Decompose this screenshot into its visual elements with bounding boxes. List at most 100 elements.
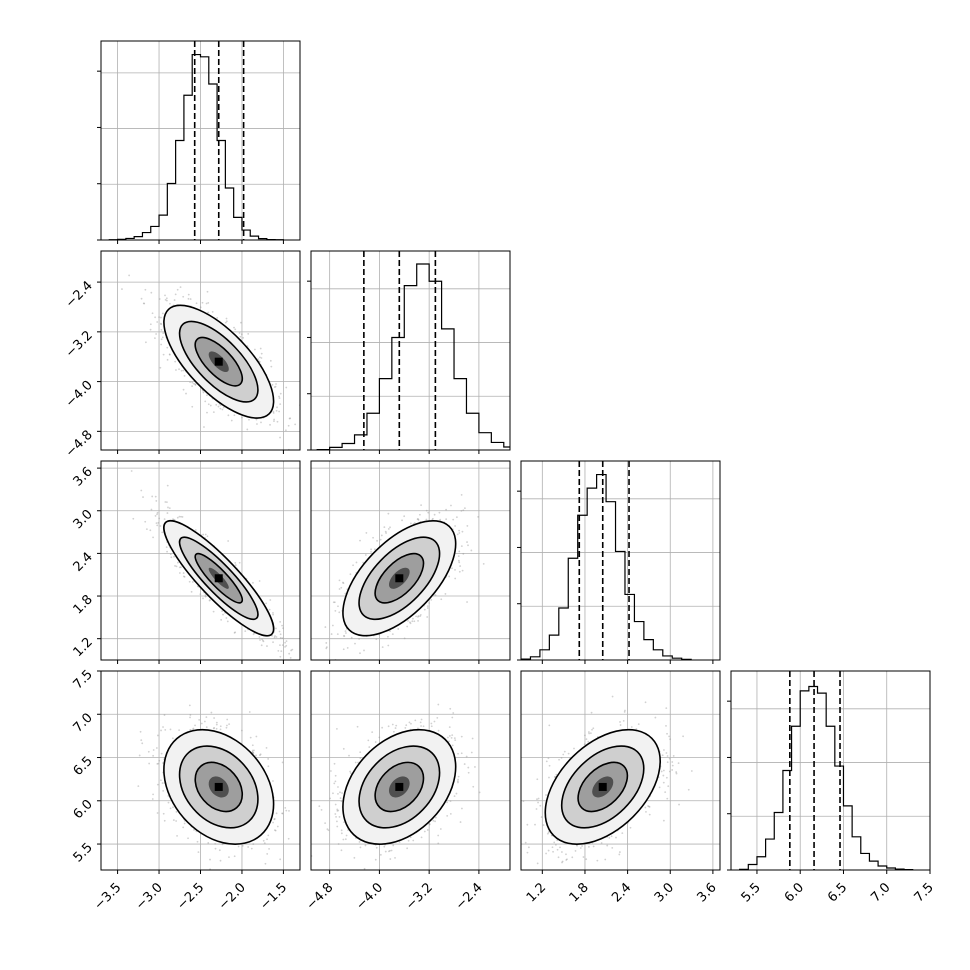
scatter-point bbox=[375, 638, 378, 641]
panel-2-0: 1.21.82.43.03.6 bbox=[71, 460, 301, 674]
scatter-point bbox=[211, 310, 214, 313]
scatter-point bbox=[175, 565, 178, 568]
scatter-point bbox=[164, 294, 166, 297]
scatter-point bbox=[258, 580, 261, 582]
scatter-point bbox=[273, 420, 275, 423]
scatter-point bbox=[276, 451, 278, 453]
scatter-point bbox=[180, 566, 182, 569]
scatter-point bbox=[202, 391, 205, 394]
scatter-point bbox=[242, 336, 245, 339]
scatter-point bbox=[174, 565, 176, 567]
scatter-point bbox=[241, 845, 244, 847]
scatter-point bbox=[209, 404, 212, 407]
scatter-point bbox=[350, 636, 353, 639]
scatter-point bbox=[215, 727, 218, 730]
scatter-point bbox=[222, 613, 224, 616]
scatter-point bbox=[379, 538, 382, 541]
scatter-point bbox=[256, 423, 258, 425]
scatter-point bbox=[201, 301, 204, 304]
scatter-point bbox=[266, 645, 268, 647]
scatter-point bbox=[169, 807, 172, 810]
y-tick-label: −4.0 bbox=[63, 378, 96, 411]
scatter-point bbox=[166, 512, 169, 514]
scatter-point bbox=[168, 353, 171, 356]
y-tick-label: 1.2 bbox=[71, 635, 96, 660]
scatter-point bbox=[220, 618, 223, 621]
scatter-point bbox=[265, 602, 268, 605]
scatter-point bbox=[176, 288, 179, 291]
scatter-point bbox=[279, 436, 281, 439]
scatter-point bbox=[451, 567, 453, 570]
scatter-point bbox=[207, 311, 210, 314]
scatter-point bbox=[228, 856, 230, 859]
scatter-point bbox=[252, 752, 255, 755]
scatter-point bbox=[280, 650, 283, 653]
scatter-point bbox=[233, 631, 236, 634]
scatter-point bbox=[240, 321, 242, 324]
scatter-group bbox=[137, 704, 290, 870]
scatter-point bbox=[413, 522, 416, 524]
y-tick-label: 3.0 bbox=[71, 507, 96, 532]
scatter-point bbox=[454, 525, 457, 527]
scatter-point bbox=[178, 572, 181, 574]
scatter-point bbox=[174, 293, 177, 296]
scatter-point bbox=[284, 641, 287, 644]
scatter-point bbox=[291, 672, 293, 674]
panel-3-0: 5.56.06.57.07.5−3.5 −3.0 −2.5 −2.0 −1.5 bbox=[71, 667, 301, 913]
scatter-point bbox=[466, 601, 468, 603]
scatter-point bbox=[401, 519, 403, 522]
scatter-point bbox=[156, 513, 158, 516]
histogram-2 bbox=[521, 473, 692, 660]
scatter-point bbox=[288, 652, 291, 655]
scatter-point bbox=[195, 302, 198, 305]
scatter-point bbox=[362, 561, 365, 564]
scatter-point bbox=[169, 302, 171, 305]
scatter-point bbox=[272, 412, 275, 414]
y-tick-label: 3.6 bbox=[71, 464, 96, 489]
scatter-point bbox=[160, 328, 163, 331]
scatter-point bbox=[403, 515, 406, 518]
scatter-point bbox=[162, 353, 165, 356]
scatter-point bbox=[275, 636, 278, 638]
scatter-point bbox=[212, 411, 215, 413]
scatter-point bbox=[166, 501, 168, 504]
scatter-point bbox=[160, 752, 163, 755]
scatter-point bbox=[333, 601, 336, 604]
panel-1-0: −4.8−4.0−3.2−2.4 bbox=[63, 250, 301, 461]
scatter-point bbox=[190, 590, 193, 593]
scatter-point bbox=[259, 753, 262, 756]
scatter-point bbox=[279, 655, 282, 658]
scatter-point bbox=[274, 385, 277, 388]
scatter-point bbox=[281, 761, 284, 764]
scatter-point bbox=[450, 504, 452, 507]
scatter-point bbox=[183, 575, 185, 578]
y-tick-label: −4.8 bbox=[63, 428, 96, 461]
scatter-point bbox=[251, 749, 254, 752]
scatter-point bbox=[155, 522, 158, 524]
scatter-point bbox=[276, 420, 279, 423]
scatter-point bbox=[385, 532, 387, 534]
scatter-point bbox=[263, 842, 266, 844]
scatter-point bbox=[264, 862, 267, 865]
scatter-point bbox=[403, 637, 406, 640]
scatter-point bbox=[160, 323, 163, 326]
scatter-point bbox=[274, 635, 276, 637]
scatter-point bbox=[183, 822, 186, 825]
scatter-point bbox=[140, 489, 143, 492]
scatter-point bbox=[276, 664, 278, 666]
scatter-point bbox=[324, 626, 327, 628]
scatter-point bbox=[288, 417, 291, 420]
scatter-point bbox=[207, 301, 210, 304]
scatter-point bbox=[373, 548, 376, 551]
scatter-point bbox=[344, 630, 347, 633]
scatter-point bbox=[427, 511, 430, 514]
scatter-point bbox=[290, 649, 293, 652]
scatter-point bbox=[275, 627, 277, 630]
scatter-point bbox=[143, 302, 146, 305]
scatter-point bbox=[391, 633, 394, 635]
scatter-point bbox=[152, 536, 154, 539]
scatter-point bbox=[150, 508, 153, 511]
scatter-point bbox=[221, 408, 224, 411]
scatter-point bbox=[155, 747, 158, 749]
scatter-point bbox=[182, 388, 185, 391]
